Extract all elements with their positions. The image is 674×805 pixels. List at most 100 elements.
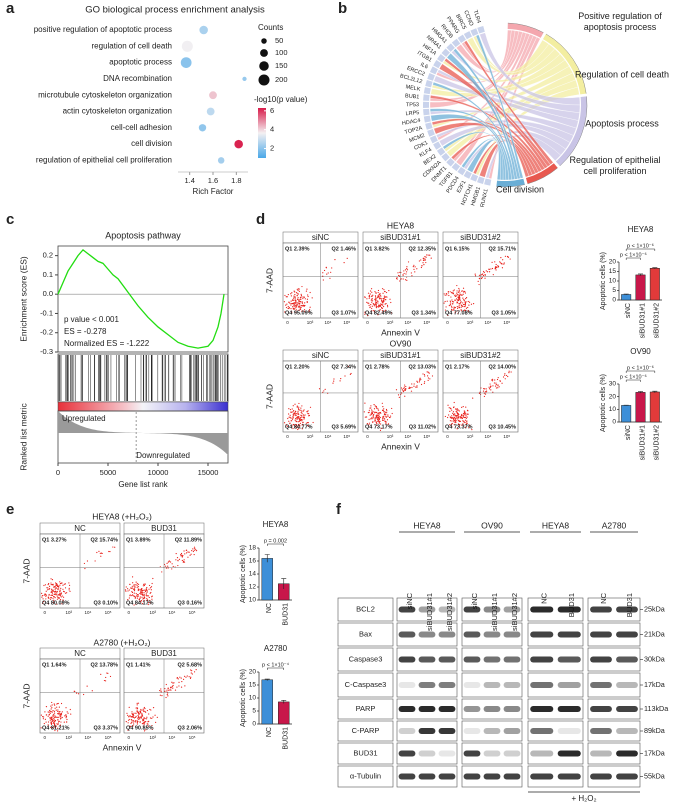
flow-dot [405, 271, 408, 273]
gene-arc [457, 166, 466, 176]
flow-dot [399, 280, 401, 282]
flow-dot [193, 671, 196, 673]
flow-dot [176, 677, 178, 679]
flow-dot [462, 303, 465, 306]
flow-dot [386, 296, 388, 298]
blot-frame [461, 765, 523, 788]
flow-dot [292, 308, 294, 310]
flow-dot [145, 588, 148, 590]
flow-dot [480, 277, 483, 280]
flow-dot [504, 255, 507, 257]
quadrant-label: Q4 82.49% [365, 310, 393, 316]
size-label: 30kDa [644, 654, 665, 663]
flow-tick-label: 0 [128, 610, 131, 615]
blot-band [463, 706, 481, 712]
flow-dot [458, 289, 460, 291]
flow-dot [56, 583, 58, 585]
bracket [625, 370, 656, 373]
flow-dot [458, 306, 461, 309]
category-rim [507, 22, 544, 33]
chart-title: A2780 [264, 644, 288, 653]
flow-dot [140, 708, 142, 711]
blot-frame [527, 698, 584, 720]
category-arc [542, 33, 587, 95]
flow-dot [465, 423, 468, 425]
quadrant-label: Q2 5.68% [178, 662, 203, 668]
flow-dot [285, 304, 287, 306]
y-tick-label: 0.0 [43, 289, 53, 298]
flow-dot [327, 272, 329, 274]
blot-band [463, 606, 481, 613]
gene-label: TOP2A [404, 125, 423, 136]
blot-band [483, 728, 501, 734]
flow-dot [296, 426, 298, 428]
flow-dot [301, 310, 303, 312]
flow-tick-label: 10⁵ [503, 434, 510, 439]
flow-dot [51, 579, 54, 581]
flow-dot [146, 587, 148, 589]
flow-dot [297, 428, 299, 431]
flow-dot [372, 421, 374, 423]
flow-dot [378, 422, 380, 424]
flow-dot [404, 269, 407, 271]
flow-dot [333, 380, 335, 382]
flow-dot [49, 717, 51, 719]
flow-dot [52, 597, 54, 599]
flow-dot [305, 290, 308, 292]
flow-dot [485, 270, 487, 272]
quadrant-label: Q3 1.05% [492, 310, 517, 316]
flow-dot [141, 592, 144, 594]
flow-dot [454, 418, 456, 420]
flow-dot [370, 405, 372, 407]
flow-dot [370, 407, 372, 409]
flow-dot [455, 417, 457, 419]
flow-dot [138, 598, 141, 600]
flow-dot [289, 414, 291, 416]
flow-dot [301, 428, 303, 430]
gene-arc [436, 147, 446, 156]
flow-dot [133, 595, 135, 597]
flow-dot [465, 301, 467, 303]
flow-dot [456, 412, 459, 414]
flow-dot [364, 313, 366, 315]
flow-dot [43, 584, 45, 587]
flow-dot [323, 269, 326, 272]
bar [621, 294, 632, 301]
flow-dot [144, 708, 146, 710]
flow-dot [58, 585, 60, 588]
flow-dot [343, 261, 345, 264]
flow-dot [147, 603, 149, 606]
blot-band [438, 656, 456, 663]
flow-dot [347, 365, 350, 368]
flow-dot [57, 710, 59, 713]
flow-dot [350, 372, 352, 375]
flow-dot [128, 716, 130, 718]
flow-dot [168, 689, 170, 691]
flow-dot [471, 428, 473, 431]
flow-dot [125, 590, 127, 592]
flow-dot [464, 412, 467, 414]
blot-band [616, 631, 638, 638]
x-tick-label: 15000 [198, 468, 219, 477]
bubble [198, 124, 207, 132]
flow-dot [127, 588, 129, 590]
y-axis-label: 7-AAD [21, 683, 31, 708]
flow-dot [290, 293, 292, 295]
flow-dot [131, 587, 133, 589]
flow-dot [53, 713, 55, 716]
flow-dot [382, 302, 384, 304]
flow-dot [382, 292, 384, 294]
flow-dot [385, 416, 388, 418]
flow-dot [73, 690, 75, 692]
flow-dot [176, 557, 179, 559]
flow-dot [385, 291, 388, 294]
flow-dot [406, 279, 408, 281]
flow-dot [290, 295, 292, 297]
flow-dot [57, 727, 59, 729]
flow-dot [289, 408, 292, 411]
flow-dot [294, 411, 297, 413]
flow-dot [381, 310, 384, 312]
flow-dot [291, 411, 293, 413]
flow-dot [151, 728, 153, 730]
flow-dot [54, 726, 56, 728]
